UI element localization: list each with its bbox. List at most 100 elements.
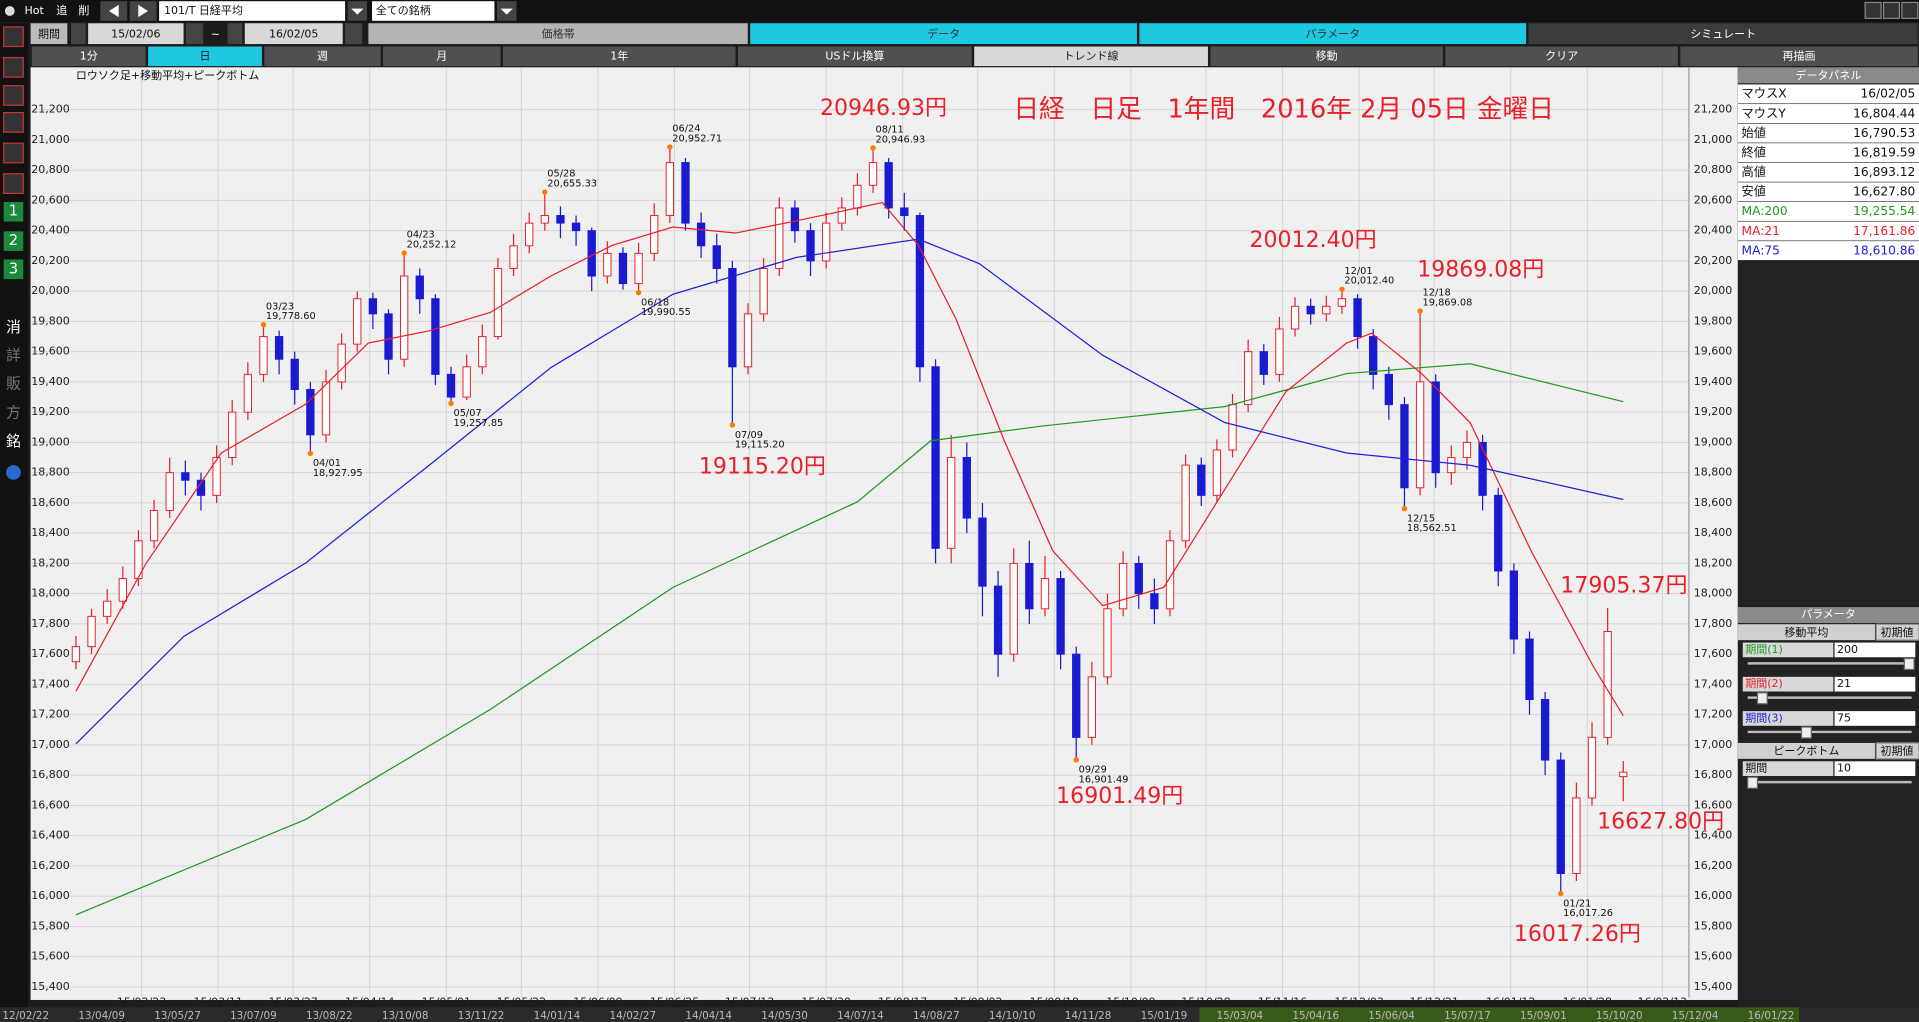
data-panel-title: データパネル xyxy=(1795,68,1861,82)
candle-body xyxy=(696,222,706,247)
minimize[interactable] xyxy=(1864,1,1882,19)
symbol-field[interactable] xyxy=(159,1,346,21)
tool-icon[interactable] xyxy=(3,201,24,222)
hot-icon[interactable] xyxy=(4,6,15,16)
settings-icon[interactable] xyxy=(6,465,21,480)
slider-knob[interactable] xyxy=(1903,657,1915,671)
overview-date: 15/12/04 xyxy=(1672,1010,1719,1022)
y-tick-label: 19,200 xyxy=(31,405,69,418)
tool-icon[interactable] xyxy=(3,26,24,48)
button[interactable] xyxy=(1680,46,1918,67)
candle-body xyxy=(1165,540,1175,610)
button[interactable] xyxy=(1445,46,1678,67)
data-row-value: 16,819.59 xyxy=(1853,145,1915,159)
button[interactable] xyxy=(31,46,146,67)
overview-date: 15/09/01 xyxy=(1520,1010,1567,1022)
data-row-label: 安値 xyxy=(1742,184,1766,199)
arrow xyxy=(500,8,513,15)
tool-icon[interactable] xyxy=(3,85,24,106)
from-field[interactable] xyxy=(88,23,184,45)
y-tick-label: 16,600 xyxy=(31,798,69,811)
universe-field[interactable] xyxy=(372,1,495,21)
param-field[interactable] xyxy=(1834,711,1916,726)
param-field[interactable] xyxy=(1834,642,1916,658)
tool-icon[interactable] xyxy=(3,111,24,133)
tab[interactable] xyxy=(1139,23,1527,45)
to-prev[interactable] xyxy=(227,23,243,45)
to-next[interactable] xyxy=(345,23,363,45)
param-field[interactable] xyxy=(1834,676,1916,692)
overview-date: 15/01/19 xyxy=(1141,1010,1188,1022)
tool-icon[interactable] xyxy=(3,142,24,164)
hot-button[interactable]: Hot xyxy=(24,4,44,17)
button[interactable] xyxy=(503,46,736,67)
close[interactable] xyxy=(1901,1,1919,19)
annotation: 20012.40円 xyxy=(1250,228,1377,253)
overview-date: 15/03/04 xyxy=(1217,1010,1264,1022)
peak-marker xyxy=(667,144,673,150)
param-section xyxy=(1737,624,1875,641)
from-next[interactable] xyxy=(186,23,204,45)
candle-body xyxy=(571,222,581,232)
tab[interactable] xyxy=(368,23,748,45)
tool-label[interactable]: 銘 xyxy=(6,433,21,450)
tab-label: 価格帯 xyxy=(542,26,575,40)
candle-body xyxy=(103,600,112,617)
tab[interactable] xyxy=(1528,23,1918,45)
from-prev[interactable] xyxy=(70,23,86,45)
slider-knob[interactable] xyxy=(1800,726,1812,739)
button[interactable] xyxy=(264,46,381,67)
candle-body xyxy=(1587,736,1597,799)
reset-button[interactable] xyxy=(1875,623,1919,641)
maximize[interactable] xyxy=(1882,1,1901,19)
button[interactable] xyxy=(737,46,972,67)
button[interactable] xyxy=(974,46,1208,67)
candle-body xyxy=(650,215,659,254)
param-panel-title: パラメータ xyxy=(1801,607,1856,620)
candle-body xyxy=(1431,381,1440,474)
tool-icon[interactable] xyxy=(3,231,24,251)
peak-value: 19,990.55 xyxy=(641,307,691,318)
slider-knob[interactable] xyxy=(1756,692,1768,705)
tool-label[interactable]: 2 xyxy=(9,232,18,249)
overview-selection[interactable] xyxy=(1199,1007,1800,1022)
button[interactable] xyxy=(148,46,262,67)
tool-label[interactable]: 販 xyxy=(6,375,21,392)
to-field[interactable] xyxy=(244,23,343,45)
candle-body xyxy=(1056,578,1065,655)
param-section-title: ピークボトム xyxy=(1773,745,1839,758)
tab[interactable] xyxy=(750,23,1137,45)
data-row-label: MA:75 xyxy=(1742,243,1780,257)
overview-date: 14/11/28 xyxy=(1065,1010,1112,1022)
candle-body xyxy=(509,245,518,269)
peak-date: 05/07 xyxy=(453,408,481,419)
peak-date: 01/21 xyxy=(1563,898,1591,909)
peak-marker xyxy=(1401,505,1408,512)
add-button[interactable]: 追 xyxy=(56,3,67,17)
tool-label[interactable]: 3 xyxy=(9,260,18,277)
tool-icon[interactable] xyxy=(3,259,24,280)
tool-label[interactable]: 消 xyxy=(6,319,21,336)
delete-button[interactable]: 削 xyxy=(78,3,89,17)
tool-label[interactable]: 詳 xyxy=(6,347,21,364)
candle-body xyxy=(868,162,878,186)
candle-body xyxy=(540,215,549,224)
y-tick-label: 20,400 xyxy=(1694,224,1732,237)
y-tick-label: 18,000 xyxy=(1694,587,1732,600)
overview-date: 15/06/04 xyxy=(1368,1010,1415,1022)
tool-label[interactable]: 方 xyxy=(6,405,21,422)
y-tick-label: 16,400 xyxy=(1694,829,1732,842)
y-tick-label: 17,000 xyxy=(31,738,69,751)
reset-button[interactable] xyxy=(1875,742,1919,760)
param-field[interactable] xyxy=(1834,761,1916,776)
button[interactable] xyxy=(1210,46,1443,67)
candle-body xyxy=(181,472,190,481)
tool-label[interactable]: 1 xyxy=(9,203,18,220)
tool-icon[interactable] xyxy=(3,56,24,78)
tool-icon[interactable] xyxy=(3,173,24,194)
y-tick-label: 20,000 xyxy=(31,284,69,297)
reset-label: 初期値 xyxy=(1880,744,1913,758)
slider-knob[interactable] xyxy=(1747,776,1759,789)
overview-date: 13/11/22 xyxy=(458,1010,505,1022)
button[interactable] xyxy=(383,46,501,67)
